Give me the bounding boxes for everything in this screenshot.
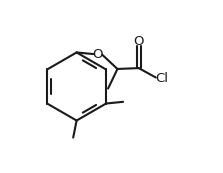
Text: O: O: [134, 35, 144, 48]
Text: O: O: [93, 48, 103, 61]
Text: Cl: Cl: [156, 72, 169, 85]
